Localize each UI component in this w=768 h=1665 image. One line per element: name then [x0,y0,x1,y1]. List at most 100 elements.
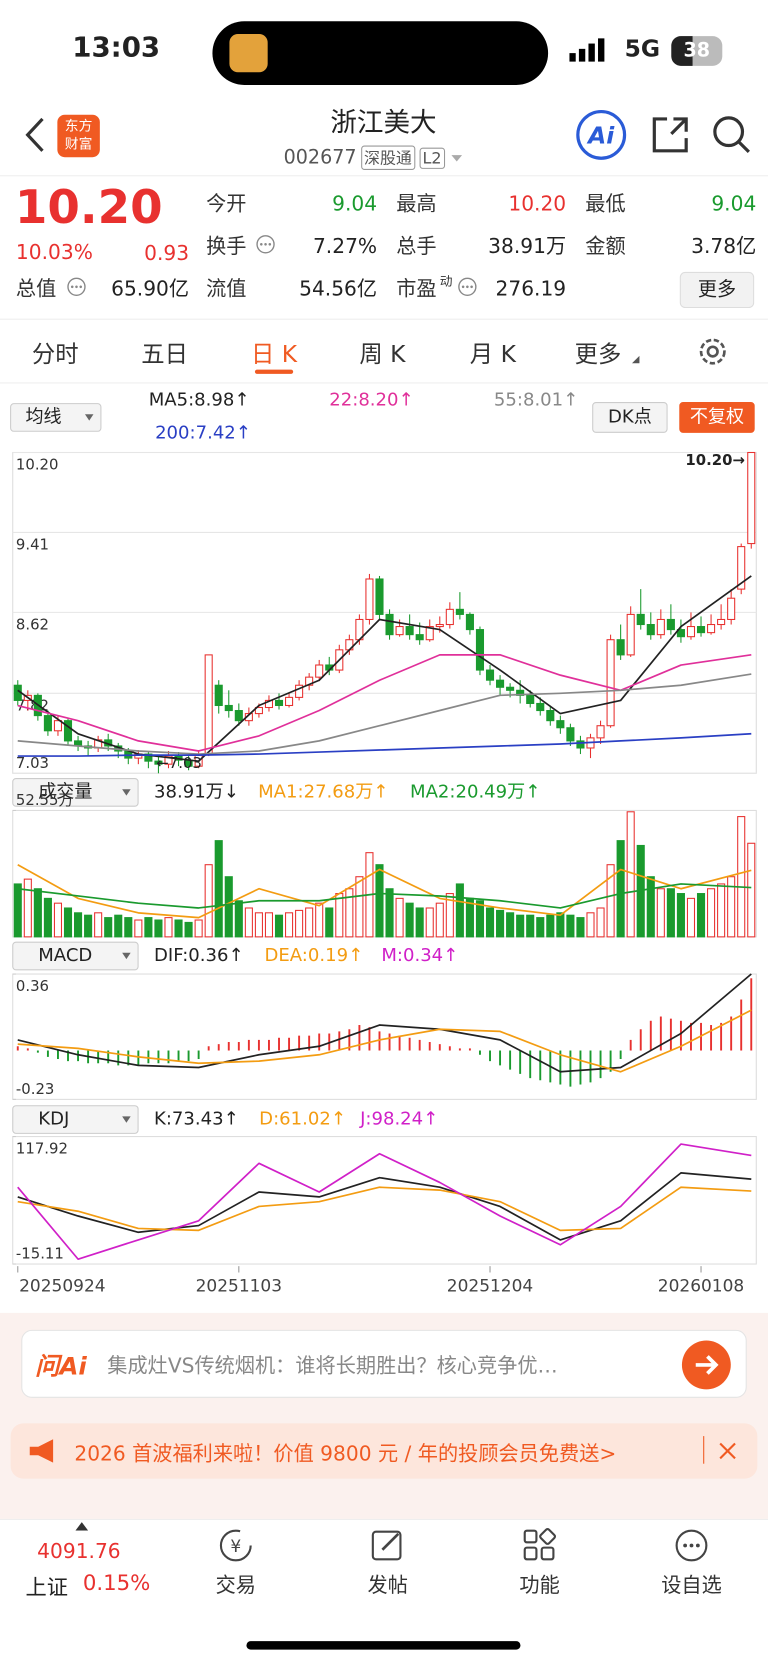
indicator-name: MACD [38,945,92,966]
macd-bar [318,1033,321,1051]
search-button[interactable] [712,115,752,155]
signal-icon [569,38,605,62]
logo-text: 财富 [64,137,93,153]
change: 0.93 [144,242,190,266]
stat-value: 7.27% [312,234,378,259]
candle-body [485,669,495,681]
nav-item[interactable]: 交易 [215,1574,256,1598]
volume-bar [23,878,32,938]
indicator-line [17,653,752,752]
stat-label: 今开 [206,192,247,216]
volume-bar [496,909,505,938]
nav-item[interactable]: 发帖 [367,1574,408,1598]
indicator-selector[interactable] [12,941,139,971]
y-tick-label: 8.62 [16,615,49,633]
period-tab[interactable]: 更多 [574,342,622,369]
nav-item[interactable]: 设自选 [661,1574,722,1598]
macd-bar [489,1050,491,1062]
index-change[interactable]: 0.15% [82,1569,151,1596]
settings-button[interactable] [697,336,729,368]
macd-bar [448,1046,451,1051]
macd-bar [740,999,743,1051]
macd-bar [247,1039,250,1051]
period-tab[interactable]: 分时 [31,342,79,369]
chart-button[interactable] [679,402,755,433]
app-logo[interactable]: 东方 财富 [57,114,100,158]
chart-button[interactable] [592,402,668,433]
candle-body [315,664,324,678]
macd-bar [649,1020,652,1051]
watchlist-icon[interactable] [673,1527,709,1563]
stat-value: 3.78亿 [691,234,757,259]
stat-value: 65.90亿 [111,277,190,301]
stat-label: 总值 [15,277,57,301]
macd-bar [217,1044,220,1051]
volume-bar [134,919,143,938]
macd-bar [257,1039,260,1051]
indicator-selector[interactable] [10,403,102,432]
info-icon[interactable] [255,234,276,255]
macd-bar [137,1050,140,1066]
indicator-selector[interactable] [12,778,139,807]
macd-bar [609,1050,612,1072]
macd-bar [36,1050,39,1053]
period-tab[interactable]: 五日 [141,342,189,369]
info-icon[interactable] [457,276,478,297]
indicator-selector[interactable] [12,1105,139,1134]
change-pct: 10.03% [15,241,93,265]
volume-bar [94,912,103,938]
more-button[interactable]: 更多 [679,271,755,309]
volume-bar [506,912,515,938]
ask-ai-go[interactable] [681,1339,732,1390]
dropdown-icon[interactable] [449,152,464,163]
macd-bar [77,1050,80,1062]
trade-icon[interactable]: ¥ [218,1527,254,1563]
volume-bar [616,840,625,938]
candle-body [475,629,485,671]
last-price: 10.20 [14,180,163,235]
banner[interactable]: 2026 首波福利来啦！价值 9800 元 / 年的投顾会员免费送> [10,1423,758,1479]
macd-bar [418,1039,421,1051]
macd-bar [26,1048,29,1051]
candle-body [234,710,243,722]
candle-body [696,626,706,634]
volume-bar [124,917,133,938]
legend-label: 200:7.42↑ [155,422,251,443]
info-icon[interactable] [66,276,87,297]
candle-body [727,597,736,620]
indicator-line [17,1172,752,1241]
macd-bar [629,1039,632,1051]
candle-body [636,613,645,626]
macd-bar [669,1018,672,1051]
back-button[interactable] [23,117,48,153]
candle-body [526,694,535,704]
nav-item[interactable]: 功能 [519,1574,560,1598]
stat-value: 9.04 [332,192,378,216]
candle-body [164,755,173,765]
volume-bar [707,888,716,938]
macd-bar [659,1016,662,1051]
period-tab[interactable]: 月 K [469,342,516,369]
period-tab[interactable]: 周 K [359,342,406,369]
period-tab-active[interactable]: 日 K [250,342,298,369]
index-name[interactable]: 上证 [25,1574,68,1600]
share-button[interactable] [650,115,690,155]
indicator-line [17,973,752,1073]
index-value[interactable]: 4091.76 [37,1540,121,1564]
volume-bar [445,893,454,938]
function-icon[interactable] [522,1527,558,1563]
candle-body [204,654,213,755]
macd-bar [589,1050,592,1083]
volume-bar [335,893,344,938]
volume-bar [566,914,575,938]
post-icon[interactable] [370,1527,406,1563]
macd-bar [679,1020,682,1051]
svg-text:¥: ¥ [230,1537,241,1557]
banner-close[interactable] [718,1441,737,1460]
volume-bar [666,888,675,938]
ask-ai-box[interactable]: 问Ai 集成灶VS传统烟机：谁将长期胜出？核心竞争优… [21,1329,747,1398]
indicator-line [17,575,752,763]
ai-button[interactable]: Ai [575,108,628,161]
volume-bar [315,902,324,938]
home-indicator [246,1641,521,1650]
